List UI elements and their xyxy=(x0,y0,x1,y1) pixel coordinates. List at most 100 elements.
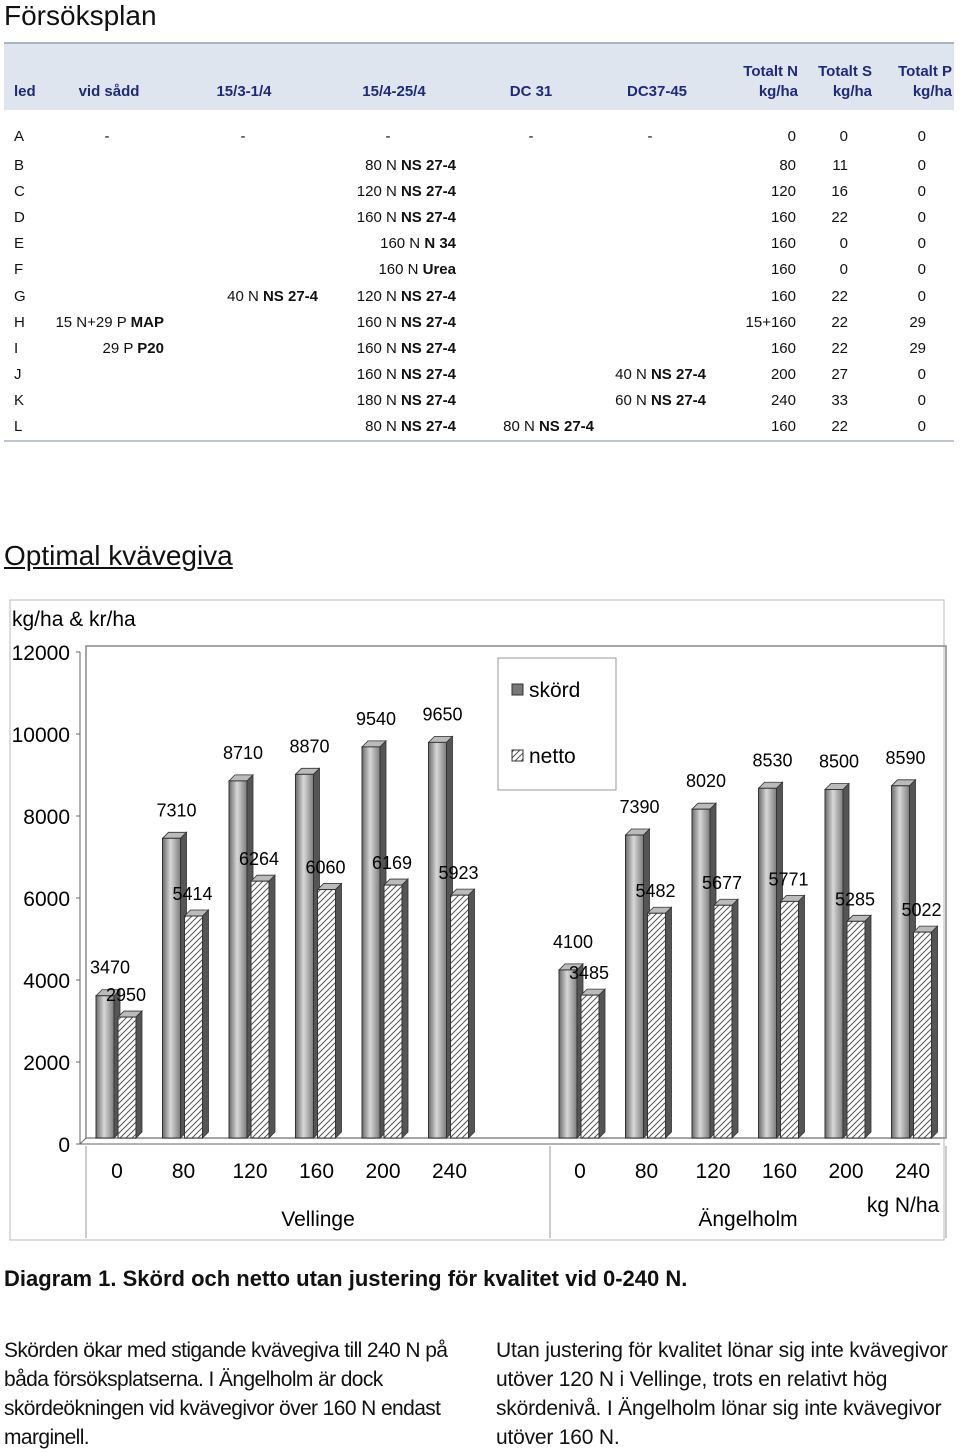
cell-led: H xyxy=(14,313,25,331)
cell-period-2: - xyxy=(385,127,391,145)
cell-period-1 xyxy=(168,413,320,443)
cell-total-n: 160 xyxy=(770,235,796,253)
floor-corner xyxy=(79,1137,87,1145)
bar-netto xyxy=(846,920,866,1139)
cell-total-s: 33 xyxy=(831,392,848,410)
data-label-netto: 5482 xyxy=(635,881,675,901)
data-label-netto: 5022 xyxy=(901,900,941,920)
bar-netto-side xyxy=(202,909,209,1139)
cell-period-1 xyxy=(168,388,320,414)
y-tick-label: 6000 xyxy=(23,888,70,911)
cell-period-2: 120 N NS 27-4 xyxy=(356,182,456,200)
bar-skord xyxy=(228,780,248,1139)
cell-total-s: 22 xyxy=(831,208,848,226)
header-total-n: Totalt N kg/ha xyxy=(720,42,798,110)
cell-total-s: 22 xyxy=(831,313,848,331)
cell-total-n: 0 xyxy=(787,127,796,145)
cell-total-n: 160 xyxy=(720,413,798,443)
cell-total-n: 200 xyxy=(770,366,796,384)
chart-frame xyxy=(9,599,945,1241)
cell-total-p: 0 xyxy=(917,235,926,253)
bar-skord xyxy=(162,837,181,1139)
cell-period-1 xyxy=(168,231,320,257)
y-tick-label: 0 xyxy=(58,1134,70,1157)
table-body: A - - - - - 0 0 0 B 80 N NS 27-4 80 11 0 C 120 N NS 27-… xyxy=(4,110,954,443)
bar-netto xyxy=(647,912,666,1139)
legend-label-skord: skörd xyxy=(529,679,580,702)
cell-vid-sadd xyxy=(50,231,168,257)
bar-netto xyxy=(317,889,336,1139)
data-label-skord: 8530 xyxy=(752,750,792,770)
data-label-netto: 3485 xyxy=(569,963,609,983)
cell-vid-sadd xyxy=(50,388,168,414)
cell-total-n: 160 xyxy=(770,261,796,279)
cell-led: L xyxy=(4,413,50,443)
table-header-row: led vid sådd 15/3-1/4 15/4-25/4 DC 31 DC… xyxy=(4,42,954,110)
cell-led: B xyxy=(14,156,25,174)
data-label-skord: 8710 xyxy=(223,743,263,763)
data-label-skord: 7390 xyxy=(619,797,659,817)
cell-total-p: 0 xyxy=(917,208,926,226)
cell-dc31 xyxy=(468,388,594,414)
header-dc37: DC37-45 xyxy=(594,42,720,110)
cell-dc37: - xyxy=(647,127,653,145)
cell-total-n: 15+160 xyxy=(745,313,796,331)
cell-dc31 xyxy=(468,152,594,178)
cell-period-1: - xyxy=(240,127,246,145)
header-total-p: Totalt P kg/ha xyxy=(872,42,954,110)
legend-box xyxy=(497,657,617,791)
bar-netto-side xyxy=(864,914,872,1139)
cell-total-p: 0 xyxy=(917,287,926,305)
data-label-netto: 5414 xyxy=(172,884,212,904)
x-tick-label: 80 xyxy=(172,1160,195,1183)
table-row: I 29 P P20 160 N NS 27-4 160 22 29 xyxy=(4,335,954,361)
x-tick-label: 160 xyxy=(299,1160,334,1183)
bar-skord xyxy=(891,785,910,1139)
cell-total-s: 16 xyxy=(831,182,848,200)
legend-swatch-netto xyxy=(511,749,524,762)
cell-dc37 xyxy=(594,231,720,257)
bar-netto xyxy=(580,994,600,1139)
y-tick-label: 2000 xyxy=(23,1052,70,1075)
cell-period-2: 80 N NS 27-4 xyxy=(320,413,468,443)
cell-total-s: 0 xyxy=(839,127,848,145)
cell-period-2: 80 N NS 27-4 xyxy=(365,156,456,174)
bar-netto xyxy=(450,894,469,1139)
cell-vid-sadd xyxy=(50,413,168,443)
cell-period-1 xyxy=(168,152,320,178)
bar-netto-side xyxy=(931,925,938,1139)
cell-led: D xyxy=(14,208,25,226)
bar-netto-side xyxy=(731,898,739,1139)
cell-led: A xyxy=(14,127,25,145)
y-tick-label: 10000 xyxy=(12,724,70,747)
body-text-right: Utan justering för kvalitet lönar sig in… xyxy=(496,1339,948,1449)
cell-dc37: 60 N NS 27-4 xyxy=(615,392,706,410)
cell-total-n: 160 xyxy=(770,287,796,305)
cell-dc37 xyxy=(594,257,720,283)
data-label-netto: 5285 xyxy=(835,889,875,909)
cell-total-p: 0 xyxy=(872,413,954,443)
y-tick-label: 8000 xyxy=(23,806,70,829)
header-total-s: Totalt S kg/ha xyxy=(798,42,872,110)
x-tick-label: 160 xyxy=(762,1160,797,1183)
cell-total-p: 0 xyxy=(917,127,926,145)
cell-dc31 xyxy=(468,257,594,283)
table-row: H 15 N+29 P MAP 160 N NS 27-4 15+160 22 29 xyxy=(4,309,954,335)
cell-vid-sadd: - xyxy=(104,127,110,145)
cell-period-1 xyxy=(168,309,320,335)
x-tick-label: 120 xyxy=(695,1160,730,1183)
bar-skord xyxy=(758,787,777,1139)
cell-led: G xyxy=(14,287,26,305)
x-axis-label: kg N/ha xyxy=(867,1194,940,1217)
cell-total-p: 29 xyxy=(909,313,926,331)
cell-vid-sadd xyxy=(50,178,168,204)
bar-netto xyxy=(117,1016,137,1139)
bar-netto-side xyxy=(335,882,342,1139)
cell-total-n: 240 xyxy=(770,392,796,410)
cell-total-s: 27 xyxy=(831,366,848,384)
cell-vid-sadd xyxy=(50,257,168,283)
bar-netto xyxy=(184,915,203,1139)
table-row: K 180 N NS 27-4 60 N NS 27-4 240 33 0 xyxy=(4,388,954,414)
table-row: E 160 N N 34 160 0 0 xyxy=(4,231,954,257)
cell-total-s: 11 xyxy=(832,156,848,174)
